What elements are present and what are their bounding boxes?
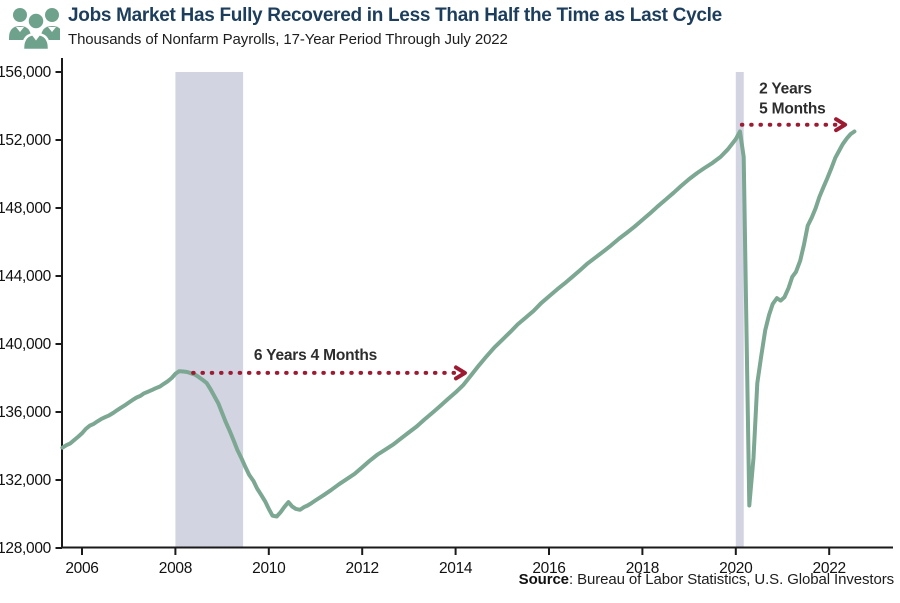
- arrow-head-icon: [453, 365, 467, 381]
- source-note: Source: Bureau of Labor Statistics, U.S.…: [519, 571, 894, 588]
- annotation-label: 2 Years: [759, 80, 812, 97]
- x-tick-label: 2014: [439, 560, 473, 577]
- annotations: 6 Years 4 Months 2 Years 5 Months: [191, 80, 848, 381]
- y-tick-label: 156,000: [0, 64, 52, 81]
- x-tick-label: 2010: [252, 560, 286, 577]
- people-group-icon: [8, 6, 63, 55]
- recession-band-covid-recession: [735, 72, 744, 548]
- x-tick-label: 2012: [346, 560, 379, 577]
- payrolls-line: [60, 129, 857, 519]
- y-tick-label: 152,000: [0, 132, 52, 149]
- annotation-label: 5 Months: [759, 100, 825, 117]
- source-text: : Bureau of Labor Statistics, U.S. Globa…: [568, 571, 894, 588]
- x-tick-label: 2022: [813, 560, 846, 577]
- recession-bands: [175, 72, 744, 548]
- y-tick-label: 144,000: [0, 268, 52, 285]
- x-tick-label: 2018: [626, 560, 659, 577]
- y-tick-label: 132,000: [0, 472, 52, 489]
- annotation-label: 6 Years 4 Months: [254, 347, 377, 364]
- header: Jobs Market Has Fully Recovered in Less …: [8, 4, 722, 55]
- y-tick-label: 136,000: [0, 404, 52, 421]
- axes: 128,000 132,000 136,000 140,000 144,000 148,0…: [0, 58, 893, 577]
- annotation-0: 6 Years 4 Months: [191, 347, 467, 381]
- annotation-1: 2 Years 5 Months: [739, 80, 848, 133]
- chart-subtitle: Thousands of Nonfarm Payrolls, 17-Year P…: [68, 30, 508, 48]
- title-block: Jobs Market Has Fully Recovered in Less …: [68, 4, 722, 48]
- x-tick-label: 2006: [65, 560, 98, 577]
- series-line: [60, 129, 857, 519]
- arrow-head-icon: [834, 117, 848, 133]
- chart-title: Jobs Market Has Fully Recovered in Less …: [68, 5, 722, 26]
- recession-band-great-recession: [175, 72, 244, 548]
- x-tick-label: 2020: [719, 560, 753, 577]
- x-tick-label: 2008: [159, 560, 192, 577]
- source-label: Source: [518, 571, 569, 588]
- y-tick-label: 140,000: [0, 336, 52, 353]
- y-tick-label: 148,000: [0, 200, 52, 217]
- x-tick-label: 2016: [532, 560, 565, 577]
- y-tick-label: 128,000: [0, 540, 52, 557]
